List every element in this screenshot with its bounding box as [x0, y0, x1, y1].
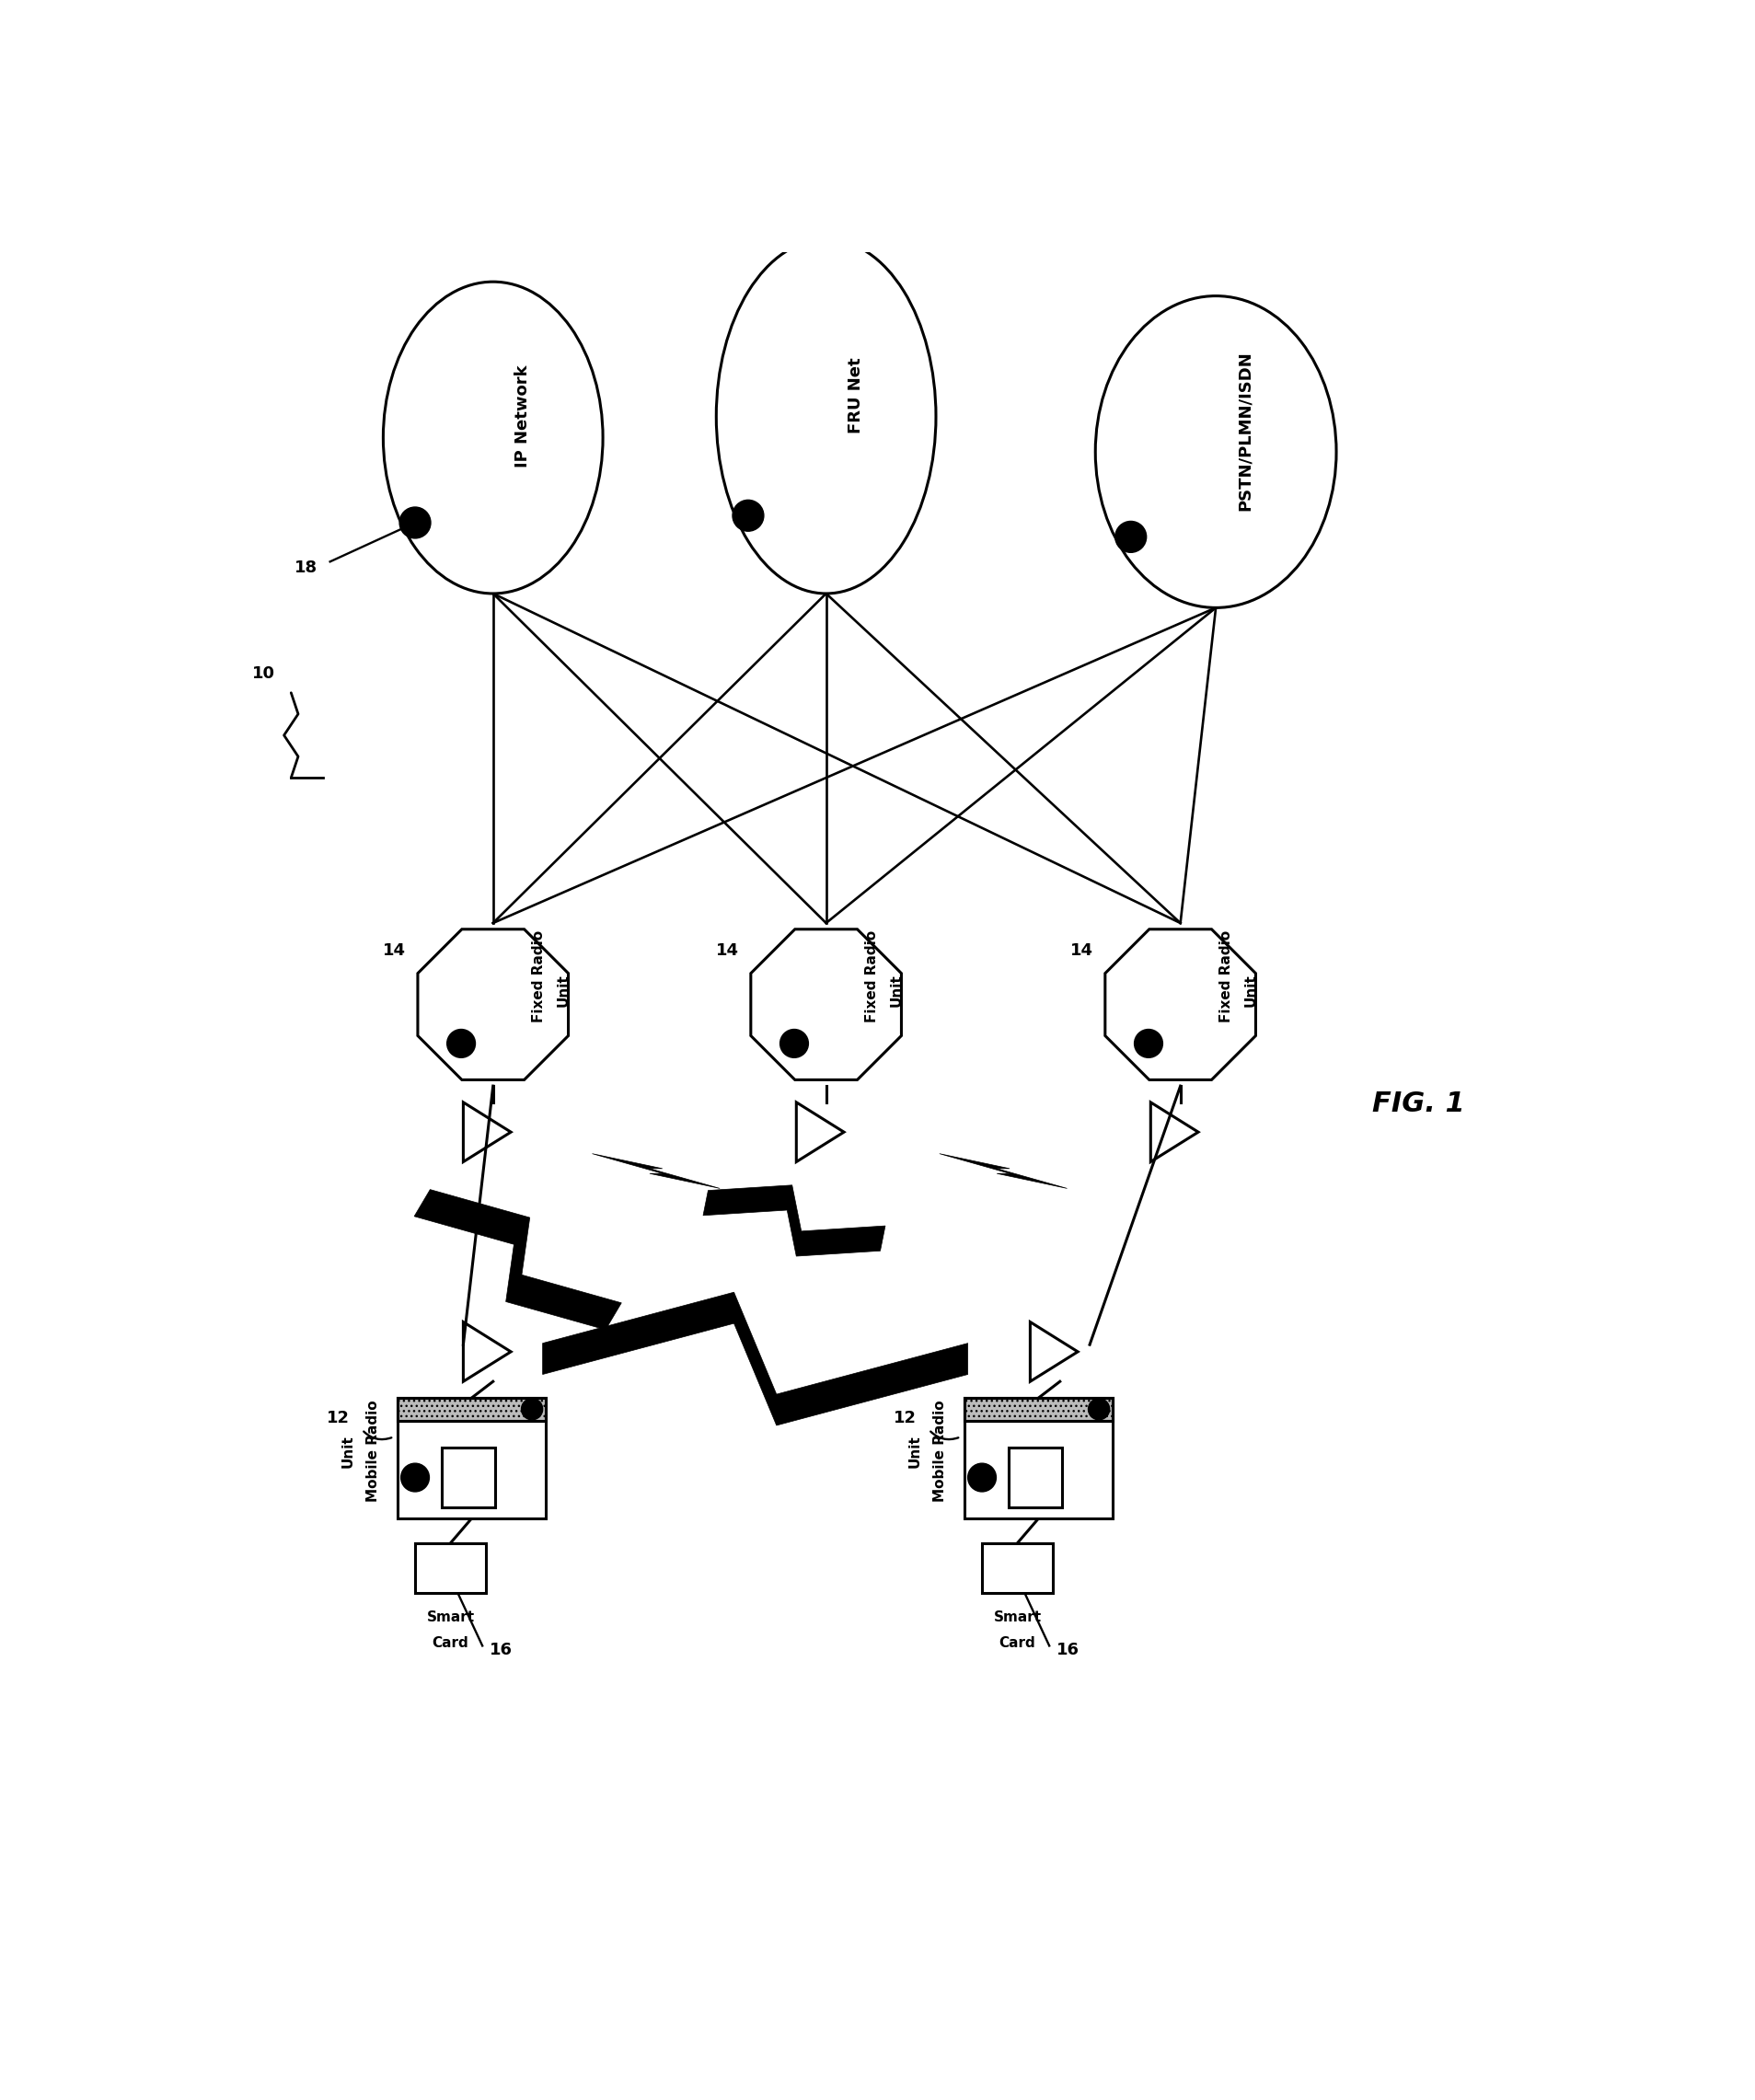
Text: Card: Card: [999, 1636, 1035, 1651]
Bar: [397, 1399, 546, 1518]
Text: 12: 12: [326, 1409, 349, 1426]
Bar: [963, 1399, 1113, 1420]
Text: 14: 14: [716, 943, 739, 958]
Text: 14: 14: [383, 943, 405, 958]
Text: 14: 14: [1071, 943, 1093, 958]
Text: Unit: Unit: [340, 1434, 355, 1468]
Text: Fixed Radio: Fixed Radio: [532, 930, 546, 1023]
Bar: [983, 1544, 1053, 1592]
Bar: [442, 1447, 495, 1508]
Text: Fixed Radio: Fixed Radio: [1220, 930, 1234, 1023]
Text: Unit: Unit: [556, 974, 570, 1006]
Text: Unit: Unit: [907, 1434, 921, 1468]
Text: Smart: Smart: [426, 1611, 474, 1623]
Text: 16: 16: [1057, 1642, 1079, 1659]
Polygon shape: [1106, 928, 1255, 1079]
Text: PSTN/PLMN/ISDN: PSTN/PLMN/ISDN: [1237, 351, 1253, 510]
Text: Smart: Smart: [993, 1611, 1041, 1623]
Text: 10: 10: [253, 666, 276, 682]
Polygon shape: [414, 1189, 621, 1329]
Circle shape: [967, 1464, 997, 1491]
Bar: [963, 1399, 1113, 1420]
Circle shape: [1114, 521, 1146, 552]
Bar: [397, 1399, 546, 1420]
Text: Fixed Radio: Fixed Radio: [865, 930, 879, 1023]
Bar: [397, 1399, 546, 1420]
Bar: [963, 1399, 1113, 1420]
Circle shape: [1088, 1399, 1109, 1420]
Bar: [416, 1544, 486, 1592]
Text: FIG. 1: FIG. 1: [1372, 1090, 1464, 1117]
Bar: [1009, 1447, 1062, 1508]
Polygon shape: [542, 1292, 967, 1426]
Ellipse shape: [383, 281, 604, 594]
Text: IP Network: IP Network: [514, 365, 530, 468]
Text: Unit: Unit: [1244, 974, 1258, 1006]
Polygon shape: [751, 928, 902, 1079]
Polygon shape: [704, 1184, 885, 1256]
Text: FRU Net: FRU Net: [848, 357, 863, 433]
Circle shape: [400, 1464, 430, 1491]
Text: Mobile Radio: Mobile Radio: [932, 1401, 946, 1502]
Polygon shape: [939, 1153, 1067, 1189]
Polygon shape: [418, 928, 569, 1079]
Circle shape: [521, 1399, 542, 1420]
Circle shape: [779, 1029, 809, 1058]
Ellipse shape: [716, 239, 935, 594]
Text: 16: 16: [490, 1642, 512, 1659]
Text: Unit: Unit: [890, 974, 904, 1006]
Circle shape: [448, 1029, 476, 1058]
Text: 12: 12: [893, 1409, 916, 1426]
Circle shape: [732, 500, 763, 531]
Bar: [963, 1399, 1113, 1518]
Circle shape: [400, 506, 430, 538]
Text: Mobile Radio: Mobile Radio: [365, 1401, 379, 1502]
Text: 18: 18: [295, 559, 318, 575]
Ellipse shape: [1095, 296, 1336, 607]
Bar: [397, 1399, 546, 1420]
Text: Card: Card: [432, 1636, 469, 1651]
Circle shape: [1134, 1029, 1164, 1058]
Polygon shape: [591, 1153, 720, 1189]
